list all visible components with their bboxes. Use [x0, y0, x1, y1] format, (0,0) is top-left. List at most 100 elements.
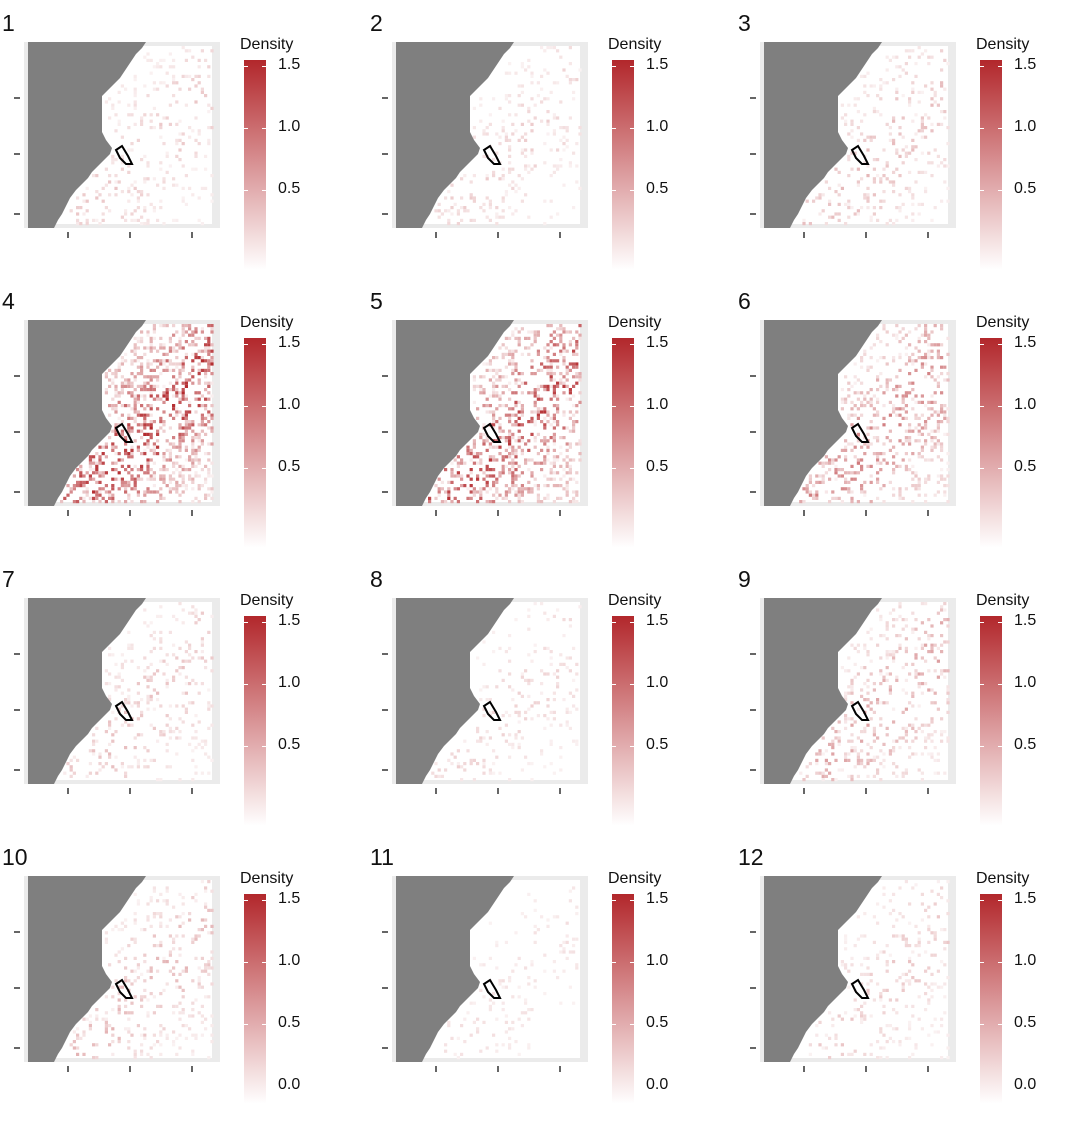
density-cell: [130, 468, 134, 472]
density-cell: [120, 161, 124, 165]
density-cell: [485, 464, 489, 468]
density-cell: [924, 493, 928, 497]
density-cell: [136, 138, 140, 142]
density-cell: [210, 966, 214, 970]
density-cell: [936, 352, 940, 356]
density-cell: [514, 349, 518, 353]
density-cell: [152, 177, 156, 181]
density-cell: [117, 707, 121, 711]
density-cell: [527, 490, 531, 494]
density-cell: [924, 362, 928, 366]
land-polygon: [764, 876, 882, 1062]
density-cell: [946, 484, 950, 488]
density-cell: [927, 688, 931, 692]
density-cell: [556, 471, 560, 475]
density-cell: [188, 423, 192, 427]
density-cell: [578, 132, 582, 136]
density-cell: [146, 694, 150, 698]
density-cell: [552, 448, 556, 452]
density-cell: [204, 397, 208, 401]
density-cell: [520, 487, 524, 491]
density-cell: [178, 436, 182, 440]
density-cell: [95, 1014, 99, 1018]
density-cell: [482, 132, 486, 136]
density-cell: [920, 432, 924, 436]
density-cell: [181, 902, 185, 906]
density-cell: [895, 375, 899, 379]
density-cell: [885, 461, 889, 465]
density-cell: [904, 452, 908, 456]
density-cell: [821, 477, 825, 481]
density-cell: [479, 988, 483, 992]
density-cell: [885, 378, 889, 382]
density-cell: [559, 436, 563, 440]
density-cell: [447, 190, 451, 194]
density-cell: [476, 762, 480, 766]
density-cell: [92, 458, 96, 462]
density-cell: [482, 1020, 486, 1024]
density-cell: [933, 746, 937, 750]
density-cell: [882, 742, 886, 746]
density-cell: [533, 931, 537, 935]
density-cell: [575, 420, 579, 424]
density-cell: [517, 186, 521, 190]
density-cell: [917, 487, 921, 491]
density-cell: [456, 762, 460, 766]
density-cell: [108, 752, 112, 756]
density-cell: [514, 378, 518, 382]
density-cell: [92, 477, 96, 481]
density-cell: [204, 94, 208, 98]
density-cell: [556, 404, 560, 408]
density-cell: [860, 666, 864, 670]
density-cell: [181, 324, 185, 328]
density-cell: [472, 1001, 476, 1005]
density-cell: [895, 675, 899, 679]
density-cell: [808, 474, 812, 478]
density-cell: [194, 336, 198, 340]
density-cell: [127, 1017, 131, 1021]
density-cell: [127, 480, 131, 484]
density-cell: [924, 439, 928, 443]
density-cell: [869, 1014, 873, 1018]
density-cell: [917, 439, 921, 443]
panel-number-label: 3: [738, 10, 751, 36]
density-cell: [533, 330, 537, 334]
density-cell: [815, 1024, 819, 1028]
density-cell: [536, 388, 540, 392]
density-cell: [200, 327, 204, 331]
density-cell: [146, 1011, 150, 1015]
density-cell: [508, 62, 512, 66]
density-cell: [444, 768, 448, 772]
density-cell: [114, 129, 118, 133]
density-cell: [863, 646, 867, 650]
density-cell: [98, 474, 102, 478]
density-cell: [946, 912, 950, 916]
density-cell: [479, 391, 483, 395]
density-cell: [197, 691, 201, 695]
density-cell: [140, 119, 144, 123]
density-cell: [492, 420, 496, 424]
density-cell: [152, 726, 156, 730]
density-cell: [98, 461, 102, 465]
density-cell: [892, 739, 896, 743]
density-cell: [812, 484, 816, 488]
density-cell: [530, 432, 534, 436]
density-cell: [869, 464, 873, 468]
density-cell: [514, 400, 518, 404]
density-cell: [575, 471, 579, 475]
density-cell: [914, 158, 918, 162]
density-cell: [866, 365, 870, 369]
density-cell: [181, 186, 185, 190]
density-cell: [530, 74, 534, 78]
density-cell: [210, 1033, 214, 1037]
density-cell: [946, 618, 950, 622]
density-cell: [936, 985, 940, 989]
density-cell: [895, 407, 899, 411]
density-cell: [124, 468, 128, 472]
density-cell: [850, 688, 854, 692]
density-cell: [549, 477, 553, 481]
density-cell: [936, 423, 940, 427]
colorbar-gradient: [612, 60, 634, 270]
density-cell: [572, 944, 576, 948]
density-cell: [924, 908, 928, 912]
